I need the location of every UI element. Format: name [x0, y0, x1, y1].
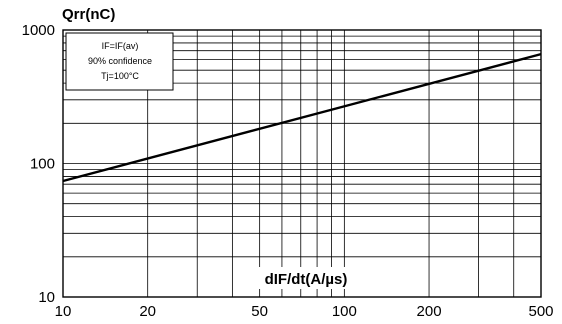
y-tick-label: 10: [38, 289, 55, 306]
x-tick-label: 100: [332, 303, 357, 320]
x-tick-label: 10: [55, 303, 72, 320]
annotation-box: [65, 32, 174, 91]
x-tick-label: 50: [251, 303, 268, 320]
plot-frame: [62, 29, 542, 298]
x-axis-title: dIF/dt(A/µs): [265, 271, 348, 288]
y-tick-label: 100: [30, 156, 55, 173]
x-axis-title-background: [250, 267, 363, 289]
series-line: [62, 52, 542, 183]
y-tick-labels: 10 100 1000: [22, 22, 55, 306]
annotation-line: IF=IF(av): [102, 41, 139, 51]
x-tick-label: 20: [139, 303, 156, 320]
annotation-line: 90% confidence: [88, 56, 152, 66]
x-tick-labels: 10 20 50 100 200 500: [55, 303, 554, 320]
x-tick-label: 500: [528, 303, 553, 320]
annotation-line: Tj=100°C: [101, 71, 139, 81]
x-tick-label: 200: [417, 303, 442, 320]
y-tick-label: 1000: [22, 22, 55, 39]
grid-lines: [63, 30, 541, 297]
y-axis-title: Qrr(nC): [62, 6, 115, 23]
